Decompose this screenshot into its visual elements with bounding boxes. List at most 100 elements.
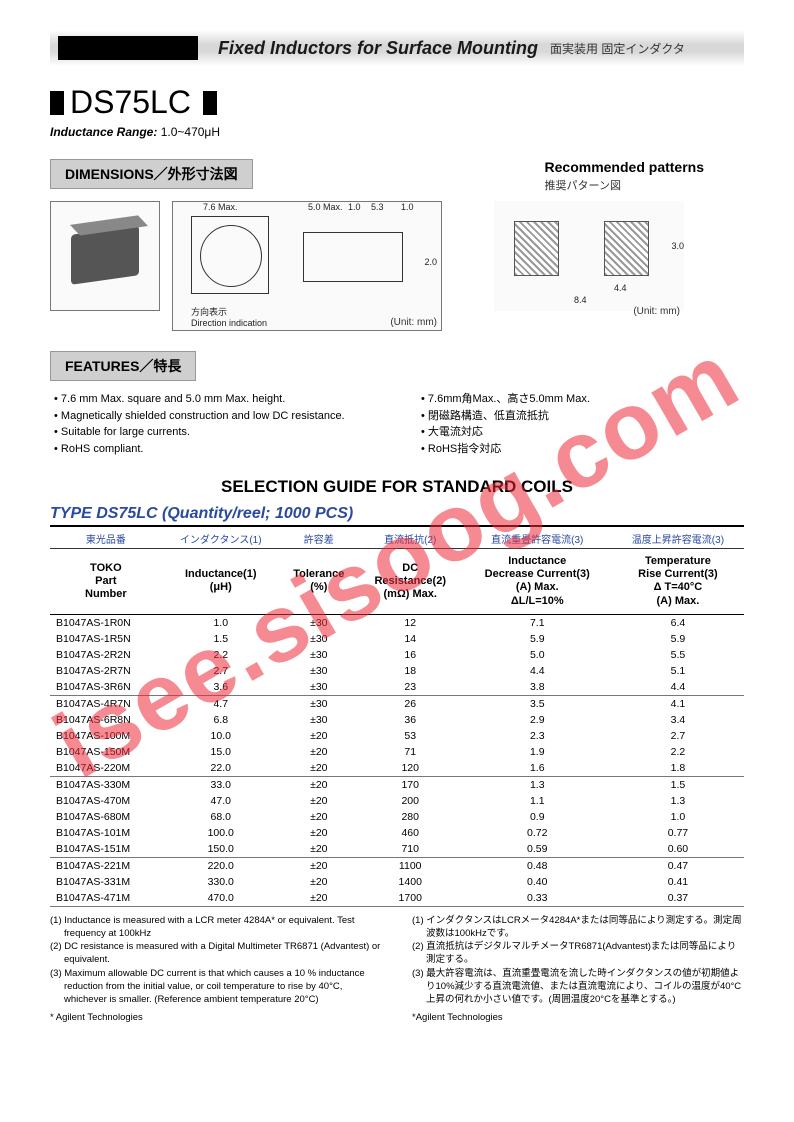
table-cell: 2.7 (162, 663, 280, 679)
unit-label-1: (Unit: mm) (390, 317, 437, 328)
th-en: Tolerance(%) (280, 549, 358, 615)
diagram-ortho: 7.6 Max. 5.0 Max. 1.0 5.3 1.0 2.0 方向表示 D… (172, 201, 442, 331)
table-cell: B1047AS-3R6N (50, 679, 162, 696)
table-cell: 1400 (358, 874, 463, 890)
table-cell: B1047AS-100M (50, 728, 162, 744)
feature-item: RoHS指令対応 (421, 441, 744, 458)
notes-en: (1) Inductance is measured with a LCR me… (50, 915, 382, 1027)
table-cell: B1047AS-220M (50, 760, 162, 777)
diagram-3d (50, 201, 160, 311)
dim-2-0: 2.0 (424, 257, 437, 267)
table-cell: 5.9 (463, 631, 612, 647)
table-cell: B1047AS-101M (50, 825, 162, 841)
table-cell: 12 (358, 614, 463, 631)
top-view (191, 216, 269, 294)
note-en: (2) DC resistance is measured with a Dig… (50, 941, 382, 967)
table-row: B1047AS-4R7N4.7±30263.54.1 (50, 695, 744, 712)
feature-item: 7.6mm角Max.、高さ5.0mm Max. (421, 391, 744, 408)
inductance-range: Inductance Range: 1.0~470μH (50, 125, 744, 139)
table-cell: 4.4 (612, 679, 744, 696)
diagram-pads: 3.0 4.4 8.4 (Unit: mm) (494, 201, 684, 311)
table-cell: B1047AS-4R7N (50, 695, 162, 712)
table-cell: 1.3 (612, 793, 744, 809)
table-cell: 1.0 (162, 614, 280, 631)
table-row: B1047AS-100M10.0±20532.32.7 (50, 728, 744, 744)
table-row: B1047AS-470M47.0±202001.11.3 (50, 793, 744, 809)
note-jp: (1) インダクタンスはLCRメータ4284A*または同等品により測定する。測定… (412, 915, 744, 941)
table-cell: 5.5 (612, 647, 744, 663)
table-cell: 4.1 (612, 695, 744, 712)
table-cell: 220.0 (162, 857, 280, 874)
table-cell: ±30 (280, 614, 358, 631)
feature-item: 閉磁路構造、低直流抵抗 (421, 408, 744, 425)
notes-row: (1) Inductance is measured with a LCR me… (50, 915, 744, 1027)
table-cell: 200 (358, 793, 463, 809)
table-cell: B1047AS-1R5N (50, 631, 162, 647)
th-en: TemperatureRise Current(3)Δ T=40°C(A) Ma… (612, 549, 744, 615)
table-cell: 0.37 (612, 890, 744, 907)
table-cell: ±30 (280, 663, 358, 679)
table-cell: 1.5 (162, 631, 280, 647)
table-cell: 0.33 (463, 890, 612, 907)
table-cell: 6.4 (612, 614, 744, 631)
table-cell: ±20 (280, 841, 358, 858)
table-cell: 460 (358, 825, 463, 841)
th-jp: 東光品番 (50, 529, 162, 549)
table-cell: 1100 (358, 857, 463, 874)
table-cell: 14 (358, 631, 463, 647)
table-cell: B1047AS-471M (50, 890, 162, 907)
dim-7-6: 7.6 Max. (203, 202, 238, 212)
th-en: TOKOPartNumber (50, 549, 162, 615)
table-row: B1047AS-150M15.0±20711.92.2 (50, 744, 744, 760)
features-row: 7.6 mm Max. square and 5.0 mm Max. heigh… (50, 391, 744, 457)
table-cell: 0.72 (463, 825, 612, 841)
page: Fixed Inductors for Surface Mounting 面実装… (0, 0, 794, 1046)
spec-table: 東光品番インダクタンス(1)許容差直流抵抗(2)直流重畳許容電流(3)温度上昇許… (50, 529, 744, 907)
recommended-label: Recommended patterns (545, 159, 704, 175)
th-jp: 温度上昇許容電流(3) (612, 529, 744, 549)
table-cell: B1047AS-330M (50, 776, 162, 793)
table-cell: 1700 (358, 890, 463, 907)
table-cell: ±20 (280, 874, 358, 890)
note-en: (3) Maximum allowable DC current is that… (50, 968, 382, 1006)
pad-total: 8.4 (574, 295, 587, 305)
th-en: Inductance(1)(μH) (162, 549, 280, 615)
table-cell: 1.1 (463, 793, 612, 809)
table-cell: B1047AS-1R0N (50, 614, 162, 631)
table-cell: 0.59 (463, 841, 612, 858)
table-cell: 1.3 (463, 776, 612, 793)
table-cell: ±20 (280, 857, 358, 874)
table-cell: 1.5 (612, 776, 744, 793)
table-row: B1047AS-3R6N3.6±30233.84.4 (50, 679, 744, 696)
table-cell: ±30 (280, 695, 358, 712)
table-row: B1047AS-331M330.0±2014000.400.41 (50, 874, 744, 890)
table-header-jp: 東光品番インダクタンス(1)許容差直流抵抗(2)直流重畳許容電流(3)温度上昇許… (50, 529, 744, 549)
table-cell: 2.2 (612, 744, 744, 760)
table-cell: 1.0 (612, 809, 744, 825)
range-value: 1.0~470μH (161, 125, 220, 139)
selection-title: SELECTION GUIDE FOR STANDARD COILS (50, 477, 744, 497)
table-cell: 10.0 (162, 728, 280, 744)
agilent-note-jp: *Agilent Technologies (412, 1012, 744, 1025)
table-cell: 2.2 (162, 647, 280, 663)
table-cell: ±30 (280, 631, 358, 647)
table-cell: ±20 (280, 760, 358, 777)
feature-item: RoHS compliant. (54, 441, 377, 458)
table-cell: 2.7 (612, 728, 744, 744)
table-cell: 3.6 (162, 679, 280, 696)
table-row: B1047AS-680M68.0±202800.91.0 (50, 809, 744, 825)
table-cell: ±20 (280, 890, 358, 907)
table-cell: 23 (358, 679, 463, 696)
table-cell: 33.0 (162, 776, 280, 793)
th-en: DCResistance(2)(mΩ) Max. (358, 549, 463, 615)
table-cell: 18 (358, 663, 463, 679)
table-row: B1047AS-2R7N2.7±30184.45.1 (50, 663, 744, 679)
features-jp: 7.6mm角Max.、高さ5.0mm Max.閉磁路構造、低直流抵抗大電流対応R… (417, 391, 744, 457)
table-cell: B1047AS-221M (50, 857, 162, 874)
table-row: B1047AS-471M470.0±2017000.330.37 (50, 890, 744, 907)
notes-jp: (1) インダクタンスはLCRメータ4284A*または同等品により測定する。測定… (412, 915, 744, 1027)
table-row: B1047AS-221M220.0±2011000.480.47 (50, 857, 744, 874)
table-cell: 150.0 (162, 841, 280, 858)
header-title: Fixed Inductors for Surface Mounting (218, 38, 538, 59)
th-en: InductanceDecrease Current(3)(A) Max.ΔL/… (463, 549, 612, 615)
